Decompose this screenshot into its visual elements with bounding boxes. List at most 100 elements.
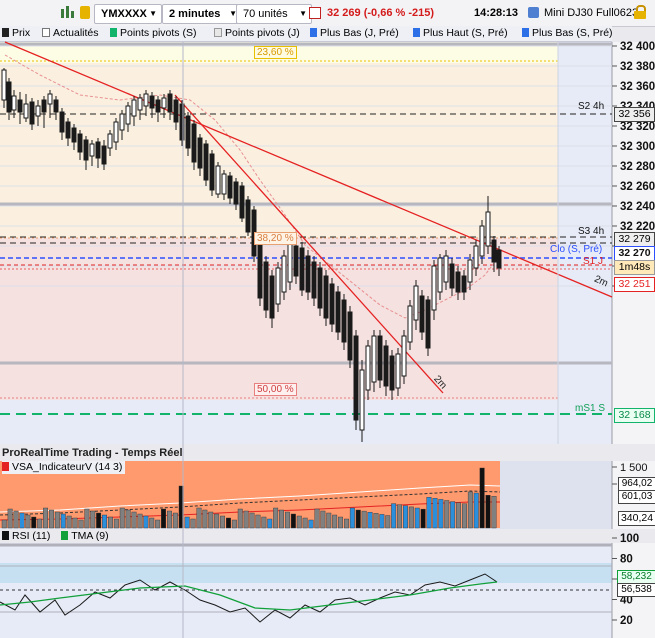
volume-bar — [78, 519, 84, 529]
rsi-tick-label: 100 — [620, 533, 639, 545]
legend-item-plus-haut-s[interactable]: Plus Haut (S, Pré) — [413, 27, 508, 40]
volume-bar — [479, 467, 485, 529]
volume-bar — [113, 518, 119, 529]
candle-body — [389, 355, 395, 391]
legend-item-plus-bas-s[interactable]: Plus Bas (S, Pré) — [522, 27, 613, 40]
candle-body — [29, 101, 35, 125]
level-icon — [413, 28, 420, 37]
lock-icon[interactable] — [634, 5, 646, 20]
candle-body — [287, 239, 293, 283]
volume-bar — [450, 501, 456, 529]
volume-indicator-legend[interactable]: VSA_IndicateurV (14 3) — [2, 461, 126, 474]
candle-body — [353, 335, 359, 421]
volume-badge-340: 340,24 — [618, 511, 655, 526]
volume-bar — [279, 509, 284, 529]
volume-bar — [420, 508, 426, 529]
link-icon[interactable] — [80, 6, 90, 19]
legend-item-pivots-s[interactable]: Points pivots (S) — [110, 27, 196, 40]
candle-body — [47, 93, 53, 105]
candle-body — [11, 95, 17, 111]
price-tick-label: 32 360 — [620, 81, 655, 93]
legend-item-pivots-j[interactable]: Points pivots (J) — [214, 27, 300, 40]
volume-bar — [166, 510, 172, 529]
candle-body — [419, 295, 425, 333]
candle-body — [131, 99, 137, 117]
fib-label-38: 38,20 % — [254, 232, 297, 245]
symbol-selector[interactable]: YMXXXX ▼ — [94, 4, 162, 24]
volume-bar — [261, 516, 267, 529]
candle-body — [431, 265, 437, 311]
candle-body — [383, 345, 389, 387]
volume-bar — [54, 511, 60, 529]
candle-body — [59, 111, 65, 133]
candle-body — [293, 245, 299, 277]
volume-bar — [214, 513, 220, 529]
candle-body — [209, 153, 215, 191]
legend-item-actualites[interactable]: Actualités — [42, 27, 99, 40]
legend-item-plus-bas-j[interactable]: Plus Bas (J, Pré) — [310, 27, 399, 40]
candle-body — [215, 165, 221, 195]
volume-bar — [66, 515, 72, 529]
interval-selector[interactable]: 2 minutes ▼ — [162, 4, 242, 24]
candle-body — [473, 245, 479, 269]
price-badge-ms1: 32 168 — [614, 408, 655, 423]
rsi-tick-label: 20 — [620, 615, 633, 627]
price-badge-s2: 32 356 — [614, 107, 655, 122]
volume-bar — [485, 495, 491, 529]
volume-bar — [320, 510, 326, 529]
indicator-icon — [61, 531, 69, 540]
level-label-s3: S3 4h — [578, 226, 605, 237]
symbol-label: YMXXXX — [101, 8, 147, 20]
fib-label-50: 50,00 % — [254, 383, 297, 396]
candle-body — [245, 199, 251, 233]
candle-body — [359, 369, 365, 431]
volume-bar — [344, 518, 349, 529]
candle-body — [335, 291, 341, 333]
volume-bar — [385, 515, 391, 529]
candle-body — [35, 105, 41, 117]
candle-body — [365, 345, 371, 391]
candle-body — [161, 97, 167, 109]
candle-body — [191, 123, 197, 163]
price-tick-label: 32 220 — [620, 221, 655, 233]
candle-body — [395, 353, 401, 389]
candle-body — [167, 93, 173, 113]
price-badge-current: 32 270 — [614, 246, 655, 261]
chevron-down-icon: ▼ — [229, 9, 237, 18]
info-icon[interactable] — [528, 7, 539, 18]
volume-bar — [414, 507, 420, 529]
volume-bar — [361, 510, 367, 529]
candle-body — [185, 115, 191, 149]
volume-bar — [397, 504, 402, 529]
candle-body — [437, 257, 443, 293]
volume-bar — [338, 516, 343, 529]
indicator-icon — [2, 462, 9, 471]
candle-body — [443, 255, 449, 283]
candle-body — [71, 127, 77, 143]
volume-bar — [267, 518, 273, 529]
volume-bar — [161, 508, 167, 529]
fib-label-23: 23,60 % — [254, 46, 297, 59]
candle-body — [496, 249, 502, 269]
volume-bar — [462, 503, 467, 529]
sell-icon[interactable] — [309, 7, 321, 19]
volume-bar — [237, 508, 243, 529]
volume-bar — [285, 511, 290, 529]
legend-item-prix[interactable]: Prix — [2, 27, 30, 40]
candle-body — [311, 261, 317, 299]
candle-body — [77, 133, 83, 153]
candle-body — [83, 139, 89, 161]
volume-bar — [444, 500, 450, 529]
candle-body — [23, 103, 29, 119]
rsi-legend[interactable]: RSI (11) TMA (9) — [2, 530, 109, 543]
volume-bar — [491, 496, 497, 529]
price-change: 32 269 (-0,66 % -215) — [327, 7, 435, 19]
units-selector[interactable]: 70 unités ▼ — [236, 4, 312, 24]
candle-body — [317, 267, 323, 309]
chart-type-icon[interactable] — [60, 6, 74, 20]
candle-body — [197, 137, 203, 169]
candle-body — [449, 263, 455, 289]
price-tick-label: 32 400 — [620, 41, 655, 53]
price-tick-label: 32 260 — [620, 181, 655, 193]
